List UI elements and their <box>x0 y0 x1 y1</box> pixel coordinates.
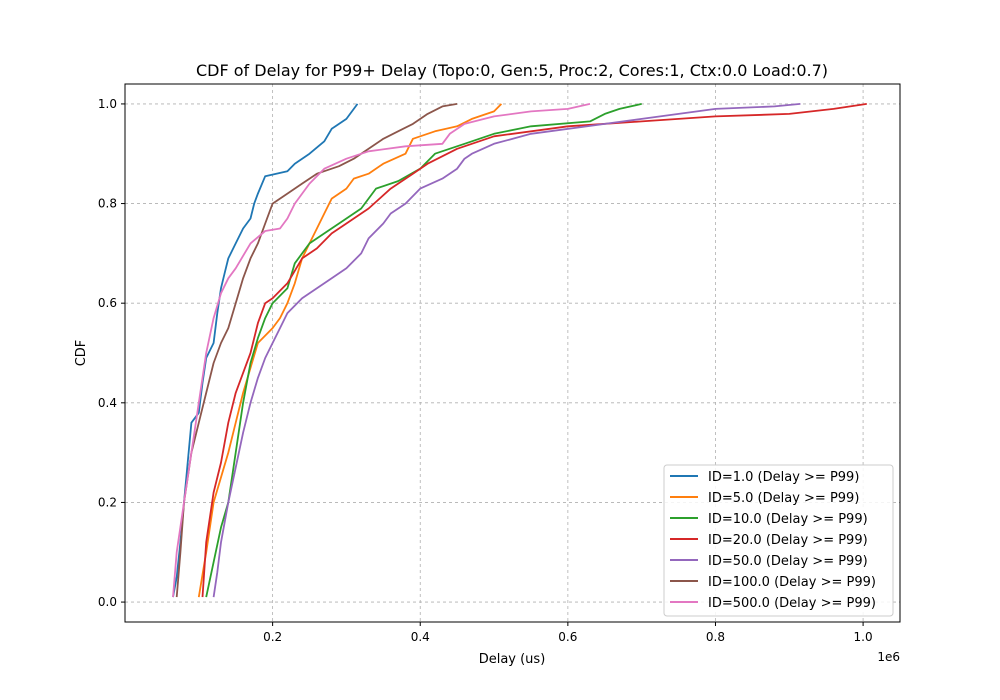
y-tick-label: 0.4 <box>98 396 117 410</box>
x-tick-label: 0.4 <box>411 630 430 644</box>
y-tick-label: 0.8 <box>98 197 117 211</box>
series-line-6 <box>175 103 458 598</box>
legend-label-5: ID=50.0 (Delay >= P99) <box>708 554 868 569</box>
x-tick-label: 0.6 <box>558 630 577 644</box>
y-tick-label: 0.2 <box>98 495 117 509</box>
y-tick-label: 1.0 <box>98 97 117 111</box>
x-tick-label: 0.8 <box>706 630 725 644</box>
legend: ID=1.0 (Delay >= P99) ID=5.0 (Delay >= P9… <box>663 464 894 617</box>
series-line-1 <box>172 103 359 598</box>
y-tick-label: 0.6 <box>98 296 117 310</box>
plot-frame <box>124 83 901 623</box>
x-tick-label: 1.0 <box>854 630 873 644</box>
legend-box <box>663 464 894 617</box>
legend-label-4: ID=20.0 (Delay >= P99) <box>708 533 868 548</box>
series-line-7 <box>172 103 591 598</box>
series-line-5 <box>212 103 801 598</box>
chart-title: CDF of Delay for P99+ Delay (Topo:0, Gen… <box>196 61 828 80</box>
legend-label-7: ID=500.0 (Delay >= P99) <box>708 596 876 611</box>
series-lines <box>172 103 867 598</box>
x-axis-label: Delay (us) <box>479 652 546 667</box>
axis-ticks: 0.2 0.4 0.6 0.8 1.0 0.0 0.2 0.4 0.6 0.8 1.0 <box>98 97 873 644</box>
legend-label-6: ID=100.0 (Delay >= P99) <box>708 575 876 590</box>
legend-label-1: ID=1.0 (Delay >= P99) <box>708 470 859 485</box>
series-line-3 <box>205 103 642 598</box>
y-tick-label: 0.0 <box>98 595 117 609</box>
y-axis-label: CDF <box>74 340 89 367</box>
x-axis-offset-label: 1e6 <box>877 650 900 664</box>
x-tick-label: 0.2 <box>263 630 282 644</box>
legend-label-3: ID=10.0 (Delay >= P99) <box>708 512 868 527</box>
legend-label-2: ID=5.0 (Delay >= P99) <box>708 491 859 506</box>
series-line-2 <box>197 103 503 598</box>
